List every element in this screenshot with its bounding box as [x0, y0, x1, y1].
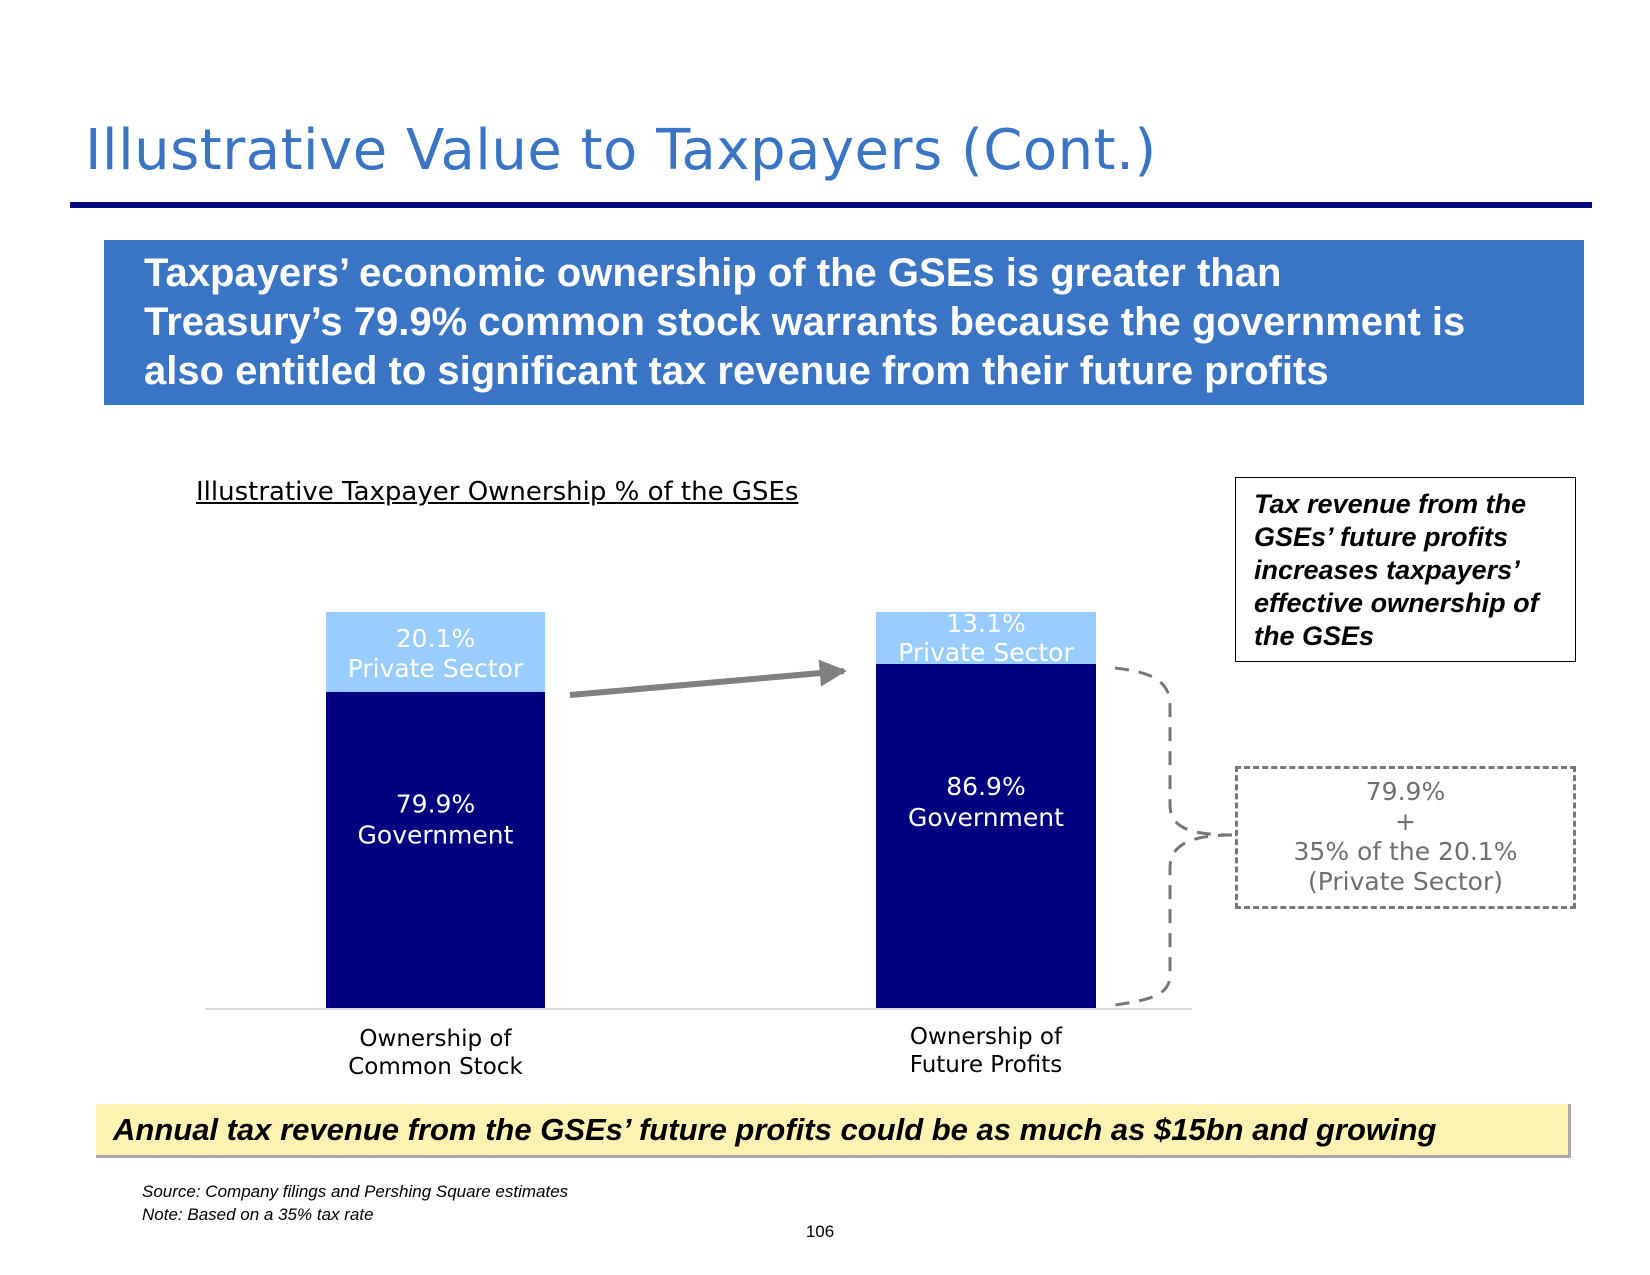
formula-line-4: (Private Sector) — [1308, 867, 1503, 896]
page-number: 106 — [805, 1222, 835, 1241]
data-label-value-private-sector-2: 13.1% — [946, 609, 1025, 638]
callout-line-3: increases taxpayers’ — [1254, 555, 1520, 585]
formula-line-3: 35% of the 20.1% — [1293, 837, 1518, 866]
category-label-2-line-1: Ownership of — [910, 1024, 1063, 1050]
headline-line-1: Taxpayers’ economic ownership of the GSE… — [144, 251, 1282, 295]
callout-box: Tax revenue from the GSEs’ future profit… — [1235, 477, 1576, 662]
category-label-1-line-1: Ownership of — [359, 1026, 512, 1052]
bar-government-2 — [876, 664, 1096, 1009]
headline-line-3: also entitled to significant tax revenue… — [144, 349, 1329, 393]
title-divider — [70, 202, 1592, 208]
formula-line-1: 79.9% — [1365, 777, 1446, 806]
data-label-name-government-2: Government — [908, 803, 1064, 832]
source-notes: Source: Company filings and Pershing Squ… — [142, 1180, 568, 1226]
data-label-value-private-sector-1: 20.1% — [396, 624, 475, 653]
bar-private-sector-1 — [326, 612, 545, 692]
callout-line-2: GSEs’ future profits — [1254, 522, 1509, 552]
data-label-name-private-sector-2: Private Sector — [898, 638, 1074, 667]
callout-line-1: Tax revenue from the — [1254, 489, 1527, 519]
source-note: Source: Company filings and Pershing Squ… — [142, 1182, 569, 1201]
formula-box: 79.9% + 35% of the 20.1% (Private Sector… — [1235, 766, 1576, 909]
dashed-brace — [1114, 666, 1233, 1007]
headline-banner: Taxpayers’ economic ownership of the GSE… — [104, 240, 1584, 405]
callout-line-5: the GSEs — [1254, 621, 1375, 651]
bar-private-sector-2 — [876, 612, 1096, 665]
bar-government-1 — [326, 691, 545, 1009]
data-label-name-private-sector-1: Private Sector — [348, 654, 524, 683]
data-label-name-government-1: Government — [358, 820, 514, 849]
callout-line-4: effective ownership of — [1254, 588, 1539, 618]
data-label-value-government-2: 86.9% — [946, 772, 1025, 801]
footer-banner-text: Annual tax revenue from the GSEs’ future… — [113, 1112, 1437, 1147]
formula-line-2: + — [1395, 807, 1416, 836]
page-title: Illustrative Value to Taxpayers (Cont.) — [85, 118, 1157, 183]
data-label-value-government-1: 79.9% — [396, 789, 475, 818]
tax-rate-note: Note: Based on a 35% tax rate — [142, 1205, 374, 1224]
footer-banner: Annual tax revenue from the GSEs’ future… — [96, 1104, 1571, 1158]
chart-title: Illustrative Taxpayer Ownership % of the… — [196, 477, 799, 507]
headline-line-2: Treasury’s 79.9% common stock warrants b… — [144, 300, 1466, 344]
transition-arrow — [569, 659, 847, 698]
category-label-1-line-2: Common Stock — [348, 1054, 523, 1080]
category-label-2-line-2: Future Profits — [910, 1052, 1063, 1078]
